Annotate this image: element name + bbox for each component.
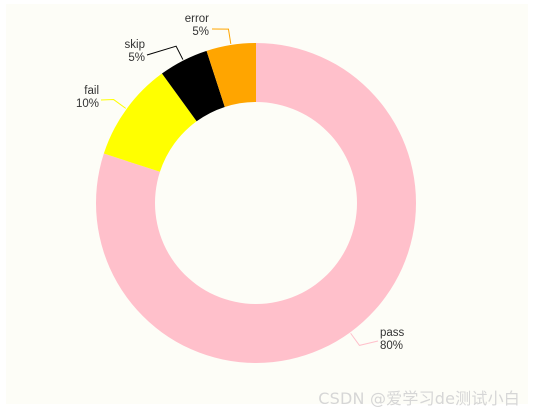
leader-line-fail: [100, 99, 127, 109]
leader-line-pass: [350, 332, 379, 346]
label-error-percent: 5%: [192, 26, 209, 38]
leader-line-skip: [146, 45, 184, 60]
slice-skip[interactable]: [161, 50, 225, 122]
slice-fail[interactable]: [103, 73, 197, 172]
label-error-name: error: [185, 13, 209, 25]
label-pass-percent: 80%: [380, 340, 403, 352]
label-fail-name: fail: [84, 85, 99, 97]
label-pass-name: pass: [380, 327, 405, 339]
label-skip-percent: 5%: [128, 52, 145, 64]
slice-pass[interactable]: [95, 43, 417, 363]
label-fail-percent: 10%: [76, 98, 99, 110]
watermark: CSDN @爱学习de测试小白: [318, 389, 520, 408]
slice-error[interactable]: [206, 43, 256, 107]
label-skip-name: skip: [125, 39, 145, 51]
leader-line-error: [211, 28, 232, 45]
